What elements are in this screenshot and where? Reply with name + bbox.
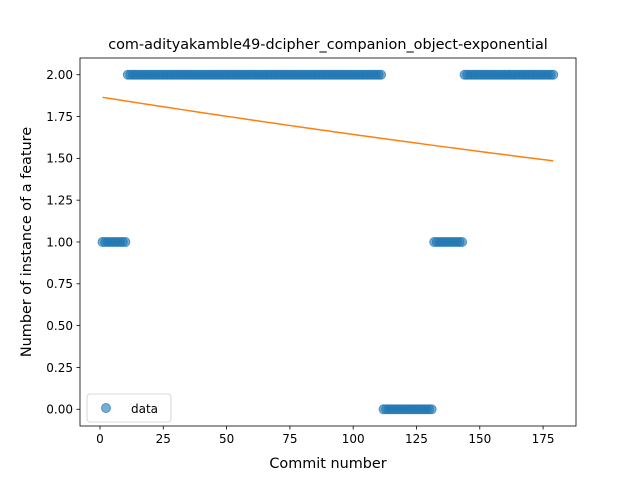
y-tick-label: 0.50 xyxy=(46,319,73,333)
legend-marker-data xyxy=(101,403,111,413)
plot-area xyxy=(79,57,577,427)
y-tick-label: 1.50 xyxy=(46,152,73,166)
x-tick-label: 100 xyxy=(342,432,365,446)
data-point xyxy=(548,69,559,80)
x-tick-label: 0 xyxy=(96,432,104,446)
data-point xyxy=(120,237,131,247)
fit-line xyxy=(102,96,554,162)
x-axis-label: Commit number xyxy=(269,456,386,472)
x-tick-label: 150 xyxy=(468,432,491,446)
x-tick-label: 125 xyxy=(405,432,428,446)
y-tick-label: 0.00 xyxy=(46,403,73,417)
x-tick-label: 75 xyxy=(282,432,297,446)
legend-box xyxy=(86,393,172,423)
y-tick-label: 1.75 xyxy=(46,110,73,124)
legend: data xyxy=(86,393,172,423)
legend-label-data: data xyxy=(131,402,158,416)
data-point xyxy=(376,69,387,80)
y-tick-label: 1.25 xyxy=(46,193,73,207)
x-axis-ticks: 0 25 50 75 100 125 150 175 xyxy=(96,426,555,446)
y-tick-label: 1.00 xyxy=(46,235,73,249)
y-axis-ticks: 0.00 0.25 0.50 0.75 1.00 1.25 1.50 1.75 2.00 xyxy=(46,68,80,417)
x-tick-label: 25 xyxy=(156,432,171,446)
y-tick-label: 2.00 xyxy=(46,68,73,82)
x-tick-label: 50 xyxy=(219,432,234,446)
data-point xyxy=(426,404,437,415)
y-tick-label: 0.75 xyxy=(46,277,73,291)
y-tick-label: 0.25 xyxy=(46,361,73,375)
x-tick-label: 175 xyxy=(532,432,555,446)
chart-title: com-adityakamble49-dcipher_companion_obj… xyxy=(108,37,548,53)
data-point xyxy=(457,237,468,247)
y-axis-label: Number of instance of a feature xyxy=(19,127,35,357)
